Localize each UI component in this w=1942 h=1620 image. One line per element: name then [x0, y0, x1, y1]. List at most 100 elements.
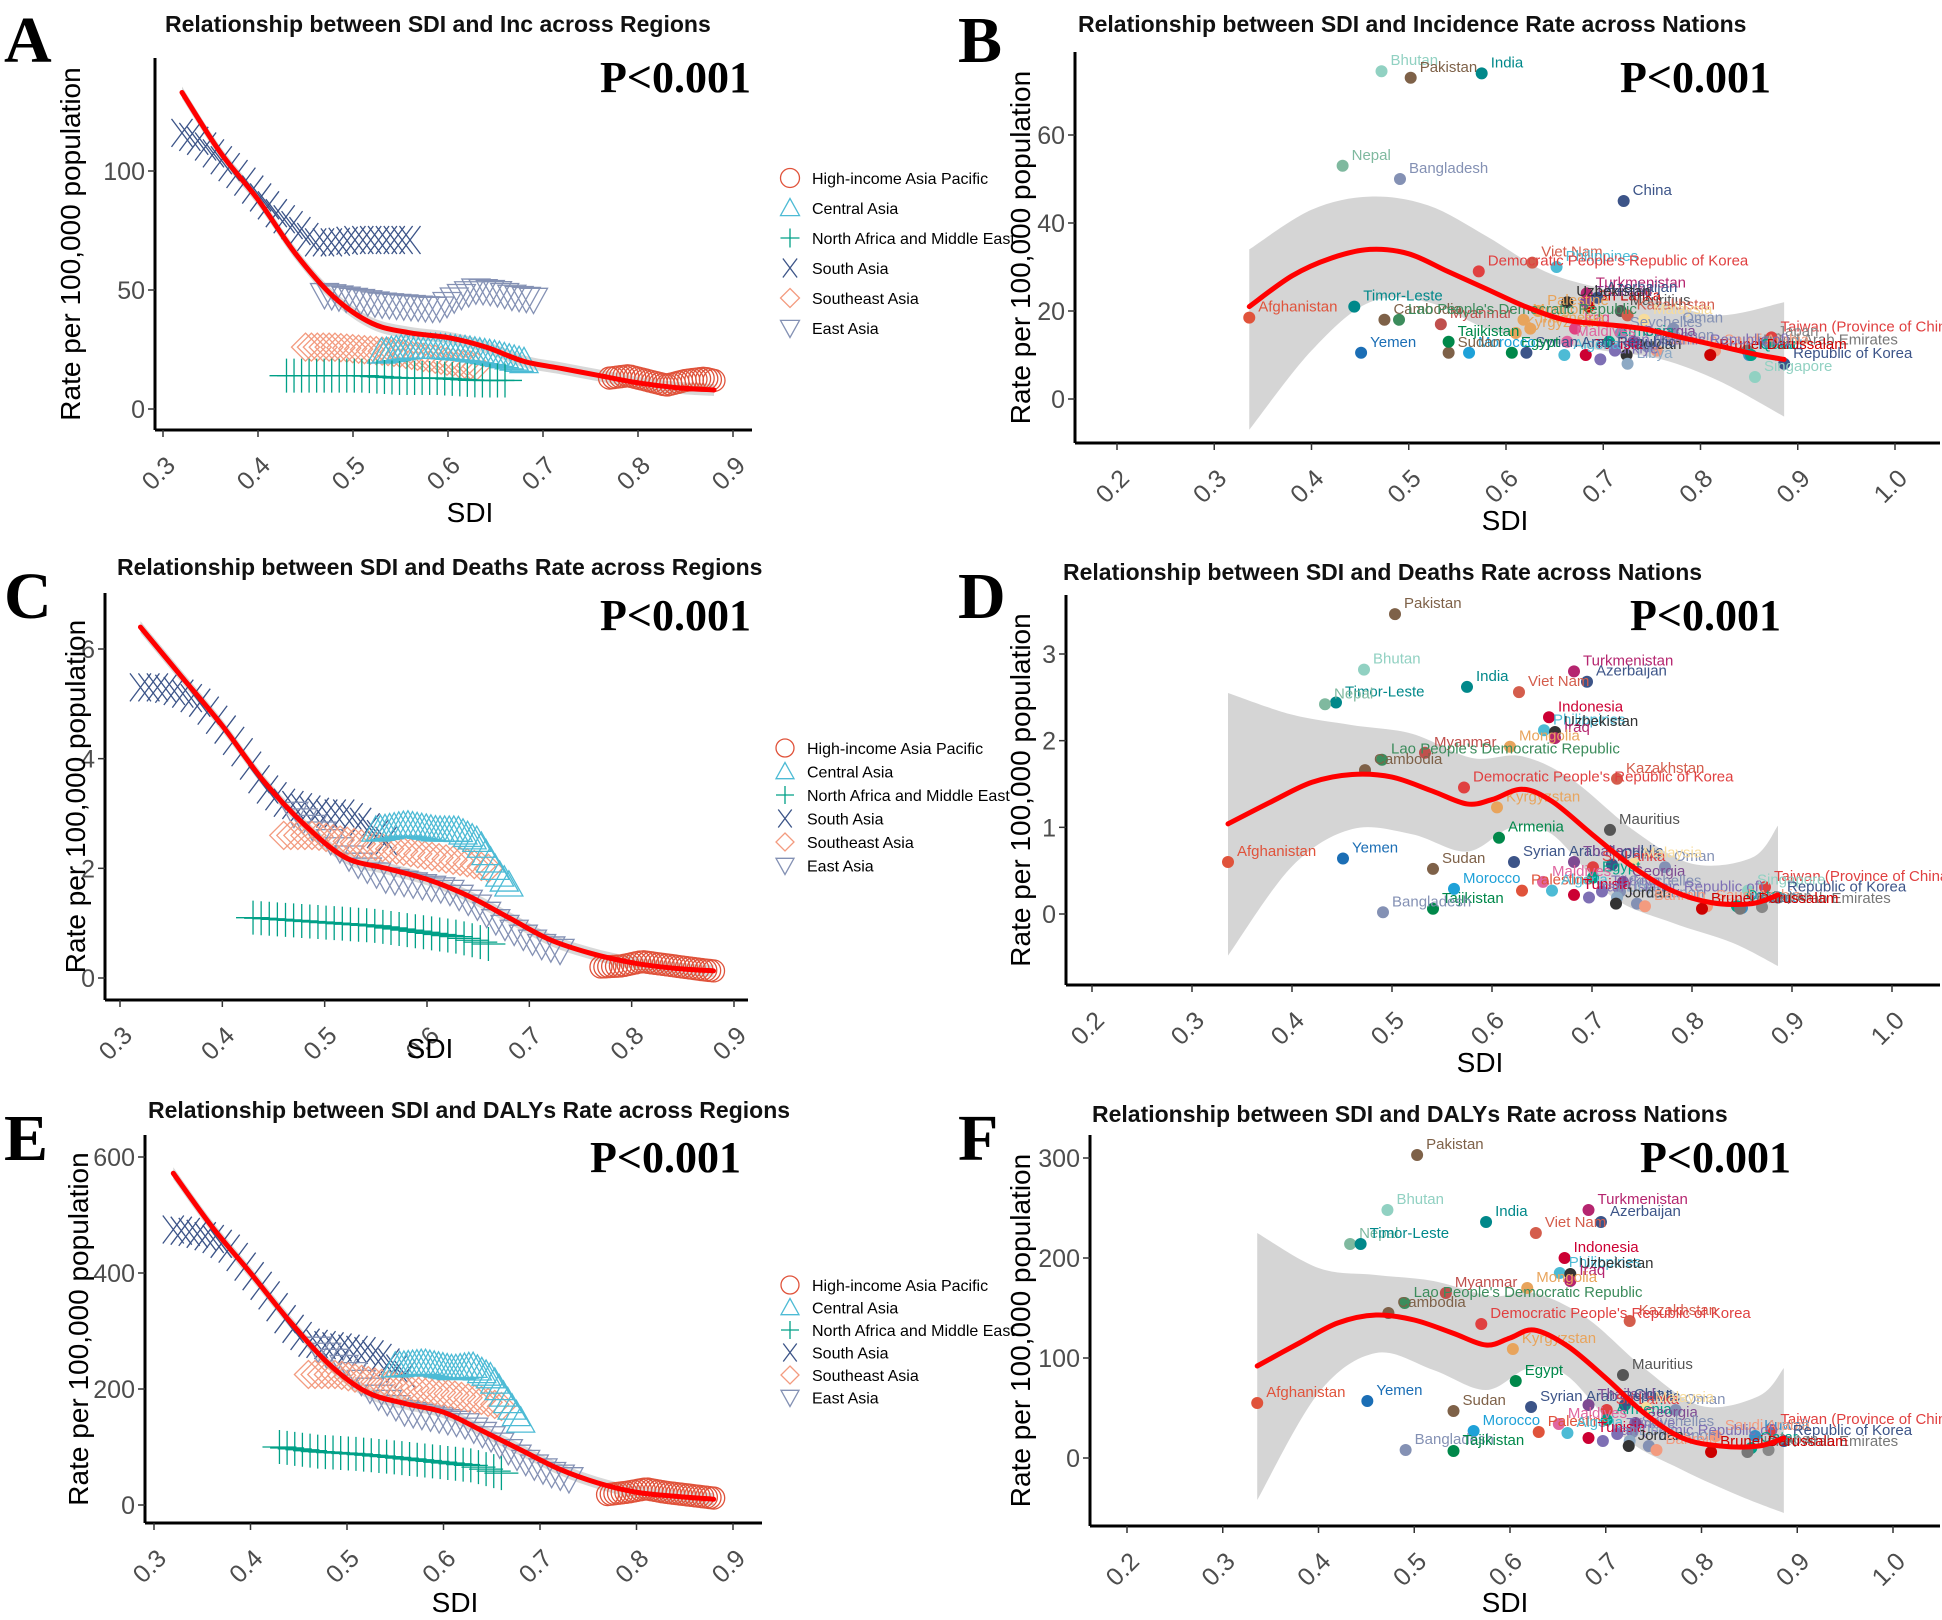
country-label: Turkmenistan: [1598, 1191, 1688, 1208]
data-point: [1748, 371, 1761, 383]
panel-e: E Relationship between SDI and DALYs Rate…: [4, 1097, 1015, 1618]
x-tick-label: 0.8: [612, 451, 656, 495]
country-label: Nepal: [1359, 1225, 1398, 1242]
legend-label: North Africa and Middle East: [812, 1323, 1015, 1340]
data-point: [390, 913, 425, 948]
data-point: [1546, 884, 1558, 897]
data-point: [518, 287, 549, 315]
country-label: Maldives: [1552, 863, 1611, 880]
x-tick-label: 0.7: [1579, 1547, 1623, 1591]
data-point: [268, 820, 299, 851]
data-point: [1603, 335, 1616, 348]
legend-key-triangle-down: [779, 1389, 801, 1408]
data-point: [1491, 801, 1503, 814]
chart-title: Relationship between SDI and Deaths Rate…: [1063, 559, 1702, 585]
country-label: Palestine: [1531, 872, 1593, 889]
legend-key-cross: [782, 258, 798, 278]
data-point: [1558, 349, 1571, 361]
data-point: [1629, 1417, 1642, 1429]
data-point: [469, 1452, 504, 1487]
data-point: [424, 296, 455, 324]
data-point: [1520, 346, 1533, 359]
data-point: [178, 122, 201, 152]
data-point: [411, 812, 442, 840]
data-point: [438, 919, 473, 954]
data-point: [285, 1432, 320, 1467]
data-point: [1529, 1227, 1542, 1239]
data-point: [1376, 753, 1388, 766]
data-point: [202, 138, 225, 168]
data-point: [454, 334, 486, 362]
data-point: [1447, 1405, 1460, 1417]
y-tick-label: 2: [81, 855, 95, 883]
country-label: Pakistan: [1426, 1136, 1484, 1153]
data-point: [1705, 1446, 1718, 1458]
data-point: [430, 918, 465, 953]
x-axis-title: SDI: [447, 497, 494, 528]
data-point: [1377, 906, 1389, 919]
legend-key-plus: [781, 1321, 799, 1339]
p-value-annotation: P<0.001: [590, 1133, 741, 1182]
country-label: Seychelles: [1630, 314, 1703, 331]
legend-key-plus: [780, 228, 800, 248]
data-point: [359, 225, 382, 255]
data-point: [439, 1380, 470, 1411]
legend-label: High-income Asia Pacific: [807, 741, 983, 758]
data-point: [1375, 65, 1388, 78]
panel-letter: A: [4, 4, 52, 77]
data-point: [431, 844, 461, 874]
data-point: [1251, 1397, 1264, 1409]
data-point: [419, 1376, 450, 1407]
confidence-band: [1249, 196, 1785, 430]
data-point: [1538, 724, 1550, 737]
data-point: [341, 802, 364, 832]
data-point: [338, 1436, 373, 1471]
country-label: Libya: [1637, 345, 1674, 362]
data-point: [1442, 346, 1455, 359]
data-point: [431, 291, 463, 320]
data-point: [496, 284, 527, 312]
data-point: [1650, 1444, 1663, 1456]
country-label: Mauritius: [1632, 1356, 1693, 1373]
country-label: Japan: [1778, 323, 1819, 340]
country-label: Nepal: [1352, 147, 1391, 164]
data-point: [463, 925, 498, 960]
y-tick-label: 50: [117, 277, 145, 305]
country-label: Egypt: [1525, 1362, 1564, 1379]
data-point: [369, 1439, 404, 1474]
country-label: Syrian Arab Republic: [1540, 1388, 1681, 1405]
data-point: [1626, 1426, 1639, 1438]
x-tick-label: 0.9: [708, 1021, 752, 1065]
data-point: [462, 894, 493, 922]
panel-d: D Relationship between SDI and Deaths Rat…: [958, 559, 1942, 1078]
country-label: Singapore: [1757, 872, 1825, 889]
x-tick-label: 0.4: [1292, 1547, 1336, 1591]
data-point: [1419, 746, 1431, 759]
data-point: [332, 826, 363, 857]
data-point: [1389, 608, 1401, 621]
x-tick-label: 0.9: [707, 1544, 751, 1588]
country-label: Japan: [1771, 888, 1812, 905]
country-label: Oman: [1682, 310, 1723, 327]
data-point: [365, 909, 400, 944]
confidence-band: [182, 86, 714, 396]
data-point: [484, 1456, 519, 1491]
data-point: [170, 118, 194, 148]
country-label: Myanmar: [1455, 1274, 1518, 1291]
data-point: [1549, 732, 1561, 745]
country-label: Mauritius: [1630, 292, 1691, 309]
country-label: Timor-Leste: [1363, 288, 1442, 305]
data-point: [178, 1217, 201, 1247]
country-label: Morocco: [1478, 334, 1536, 351]
data-point: [293, 1433, 328, 1468]
data-point: [343, 225, 366, 255]
series-east-asia: [309, 278, 549, 324]
data-point: [482, 281, 513, 309]
data-point: [304, 228, 327, 257]
country-label: Viet Nam: [1541, 244, 1602, 261]
data-point: [391, 225, 414, 255]
data-point: [320, 1359, 350, 1390]
data-point: [1513, 686, 1525, 699]
country-label: Myanmar: [1434, 734, 1497, 751]
country-label: Republic of Korea: [1793, 1422, 1913, 1439]
